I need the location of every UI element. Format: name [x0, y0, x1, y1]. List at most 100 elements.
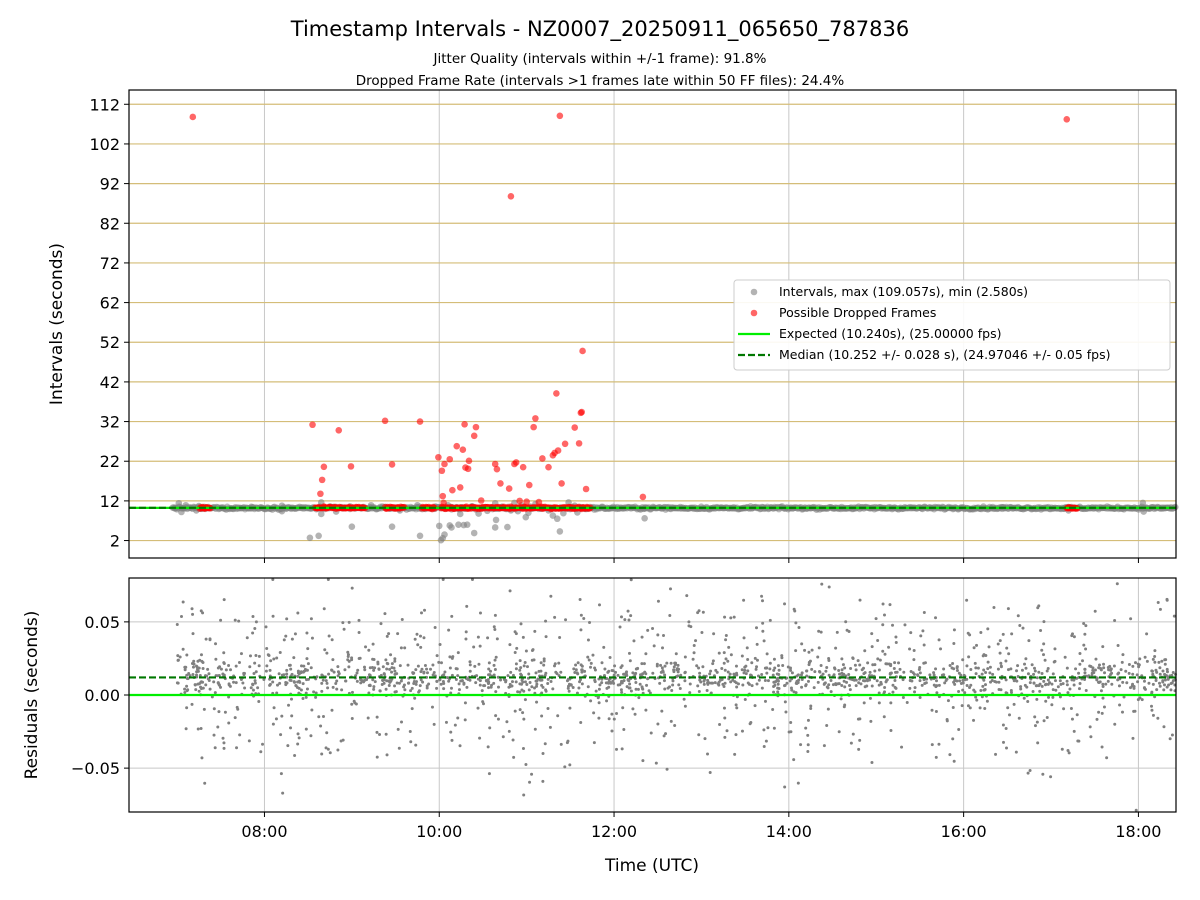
- residual-point: [566, 739, 570, 743]
- residual-point: [1158, 684, 1162, 688]
- residual-point: [202, 707, 206, 711]
- residual-point: [183, 687, 187, 691]
- residual-point: [648, 691, 652, 695]
- residual-point: [878, 658, 882, 662]
- residual-point: [219, 685, 223, 689]
- residual-point: [610, 729, 614, 733]
- residual-point: [350, 656, 354, 660]
- residual-point: [761, 621, 765, 625]
- residual-point: [1082, 621, 1086, 625]
- residual-point: [823, 681, 827, 685]
- residual-point: [932, 673, 936, 677]
- residual-point: [296, 732, 300, 736]
- residual-point: [1051, 672, 1055, 676]
- residual-point: [206, 667, 210, 671]
- residual-point: [1030, 663, 1034, 667]
- residual-point: [280, 673, 284, 677]
- residual-point: [986, 667, 990, 671]
- residual-point: [862, 666, 866, 670]
- residual-point: [714, 668, 718, 672]
- figure-subtitle-jitter: Jitter Quality (intervals within +/-1 fr…: [433, 51, 767, 67]
- residual-point: [908, 647, 912, 651]
- dropped-frame-point: [535, 498, 543, 506]
- residual-point: [1012, 702, 1016, 706]
- residual-point: [965, 598, 969, 602]
- residual-point: [1151, 682, 1155, 686]
- residual-point: [606, 681, 610, 685]
- residual-point: [1004, 727, 1008, 731]
- residual-point: [676, 674, 680, 678]
- residual-point: [1042, 719, 1046, 723]
- residual-point: [974, 672, 978, 676]
- residual-point: [1158, 607, 1162, 611]
- residual-point: [834, 682, 838, 686]
- residual-point: [1164, 658, 1168, 662]
- residual-point: [457, 688, 461, 692]
- residual-point: [544, 619, 548, 623]
- residual-point: [937, 638, 941, 642]
- residual-point: [763, 699, 767, 703]
- residual-point: [695, 664, 699, 668]
- residual-point: [644, 708, 648, 712]
- residual-point: [262, 677, 266, 681]
- residual-point: [930, 708, 934, 712]
- residual-point: [862, 701, 866, 705]
- residual-point: [371, 642, 375, 646]
- residual-point: [840, 683, 844, 687]
- residual-point: [259, 750, 263, 754]
- residual-point: [372, 687, 376, 691]
- residual-point: [1042, 620, 1046, 624]
- residual-point: [487, 772, 491, 776]
- residual-point: [644, 652, 648, 656]
- residual-point: [665, 767, 669, 771]
- residual-point: [857, 681, 861, 685]
- residual-point: [314, 695, 318, 699]
- dropped-frame-point: [453, 442, 461, 450]
- residual-point: [998, 651, 1002, 655]
- residual-point: [463, 701, 467, 705]
- residual-point: [306, 662, 310, 666]
- residual-point: [908, 686, 912, 690]
- residual-point: [888, 603, 892, 607]
- residual-point: [310, 708, 314, 712]
- residual-point: [387, 632, 391, 636]
- residual-point: [632, 639, 636, 643]
- residual-point: [1171, 670, 1175, 674]
- residual-point: [935, 691, 939, 695]
- residual-point: [474, 681, 478, 685]
- residual-point: [674, 652, 678, 656]
- residual-point: [1083, 678, 1087, 682]
- residual-point: [804, 726, 808, 730]
- residual-point: [267, 654, 271, 658]
- residual-point: [856, 717, 860, 721]
- residual-point: [183, 665, 187, 669]
- residual-point: [961, 658, 965, 662]
- residual-point: [408, 730, 412, 734]
- residual-point: [732, 672, 736, 676]
- residual-point: [212, 707, 216, 711]
- residual-point: [1047, 695, 1051, 699]
- dropped-frame-point: [525, 481, 533, 489]
- residual-point: [237, 619, 241, 623]
- residual-point: [422, 636, 426, 640]
- residual-point: [807, 650, 811, 654]
- residual-point: [251, 614, 255, 618]
- residual-point: [450, 738, 454, 742]
- residual-point: [671, 683, 675, 687]
- residual-point: [239, 652, 243, 656]
- residual-point: [193, 683, 197, 687]
- residual-point: [367, 691, 371, 695]
- residual-point: [672, 670, 676, 674]
- residual-point: [922, 610, 926, 614]
- residual-point: [697, 733, 701, 737]
- residual-point: [1046, 678, 1050, 682]
- residual-point: [1071, 632, 1075, 636]
- residual-point: [800, 685, 804, 689]
- residual-point: [953, 679, 957, 683]
- residual-point: [264, 625, 268, 629]
- residual-point: [1056, 685, 1060, 689]
- residual-point: [1048, 681, 1052, 685]
- residual-point: [572, 667, 576, 671]
- residual-point: [837, 682, 841, 686]
- residual-point: [627, 618, 631, 622]
